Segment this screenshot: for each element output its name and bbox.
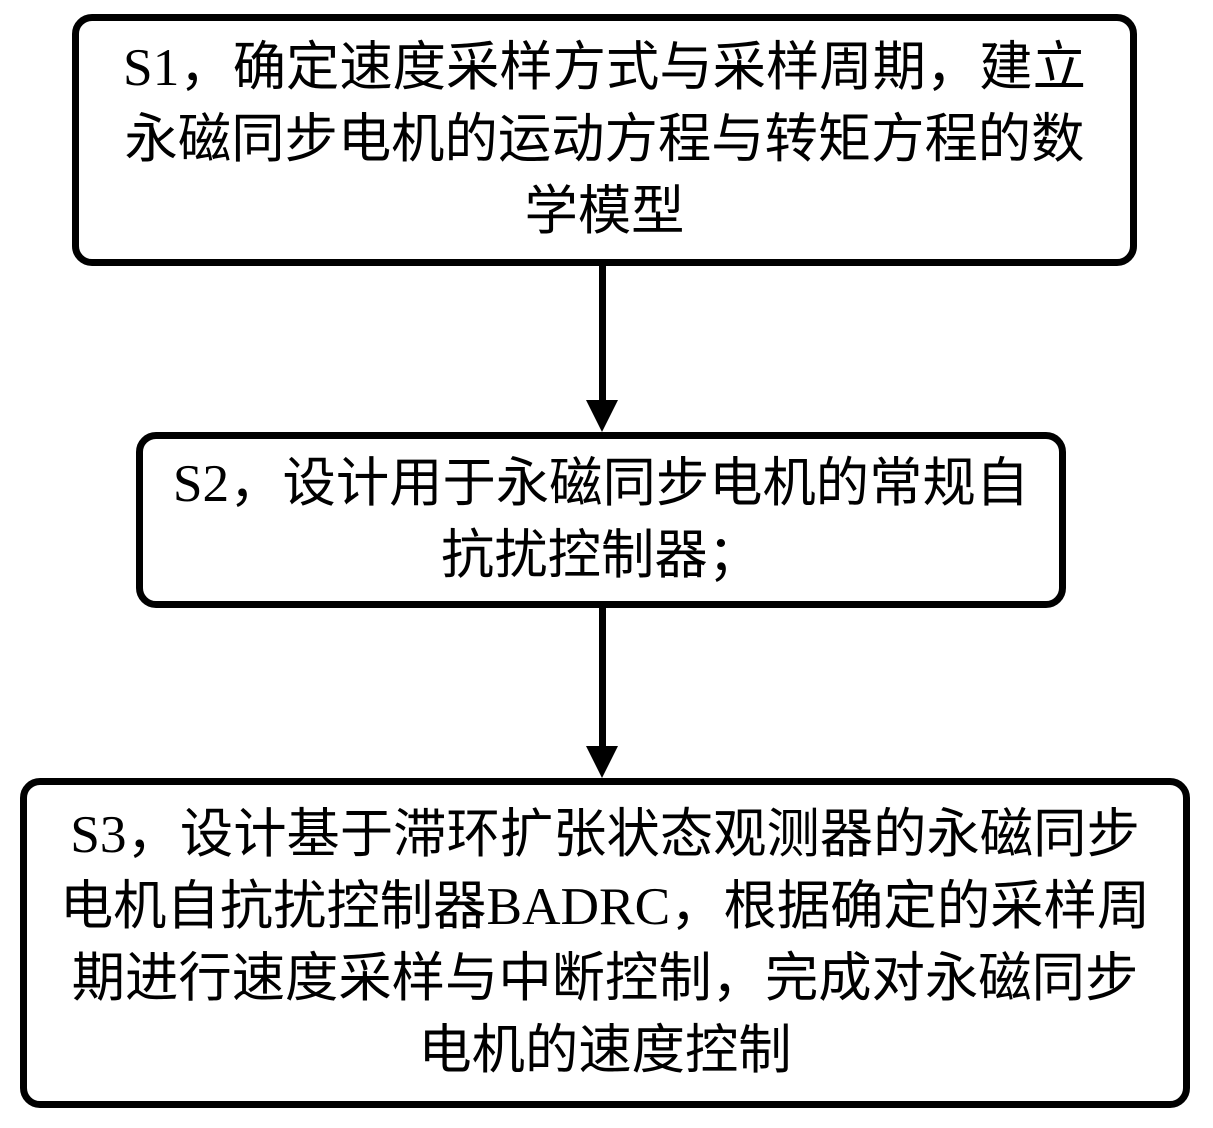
arrow-shaft — [599, 266, 606, 400]
flowchart-canvas: S1，确定速度采样方式与采样周期，建立永磁同步电机的运动方程与转矩方程的数学模型… — [0, 0, 1213, 1128]
node-s2-text: S2，设计用于永磁同步电机的常规自抗扰控制器； — [163, 448, 1039, 592]
arrow-shaft — [599, 608, 606, 746]
node-s3-text: S3，设计基于滞环扩张状态观测器的永磁同步电机自抗扰控制器BADRC，根据确定的… — [47, 799, 1163, 1087]
flowchart-node-s2: S2，设计用于永磁同步电机的常规自抗扰控制器； — [136, 432, 1066, 608]
flowchart-node-s3: S3，设计基于滞环扩张状态观测器的永磁同步电机自抗扰控制器BADRC，根据确定的… — [20, 778, 1190, 1108]
arrow-head-icon — [586, 746, 618, 778]
arrow-head-icon — [586, 400, 618, 432]
node-s1-text: S1，确定速度采样方式与采样周期，建立永磁同步电机的运动方程与转矩方程的数学模型 — [99, 32, 1110, 248]
flowchart-node-s1: S1，确定速度采样方式与采样周期，建立永磁同步电机的运动方程与转矩方程的数学模型 — [72, 14, 1137, 266]
